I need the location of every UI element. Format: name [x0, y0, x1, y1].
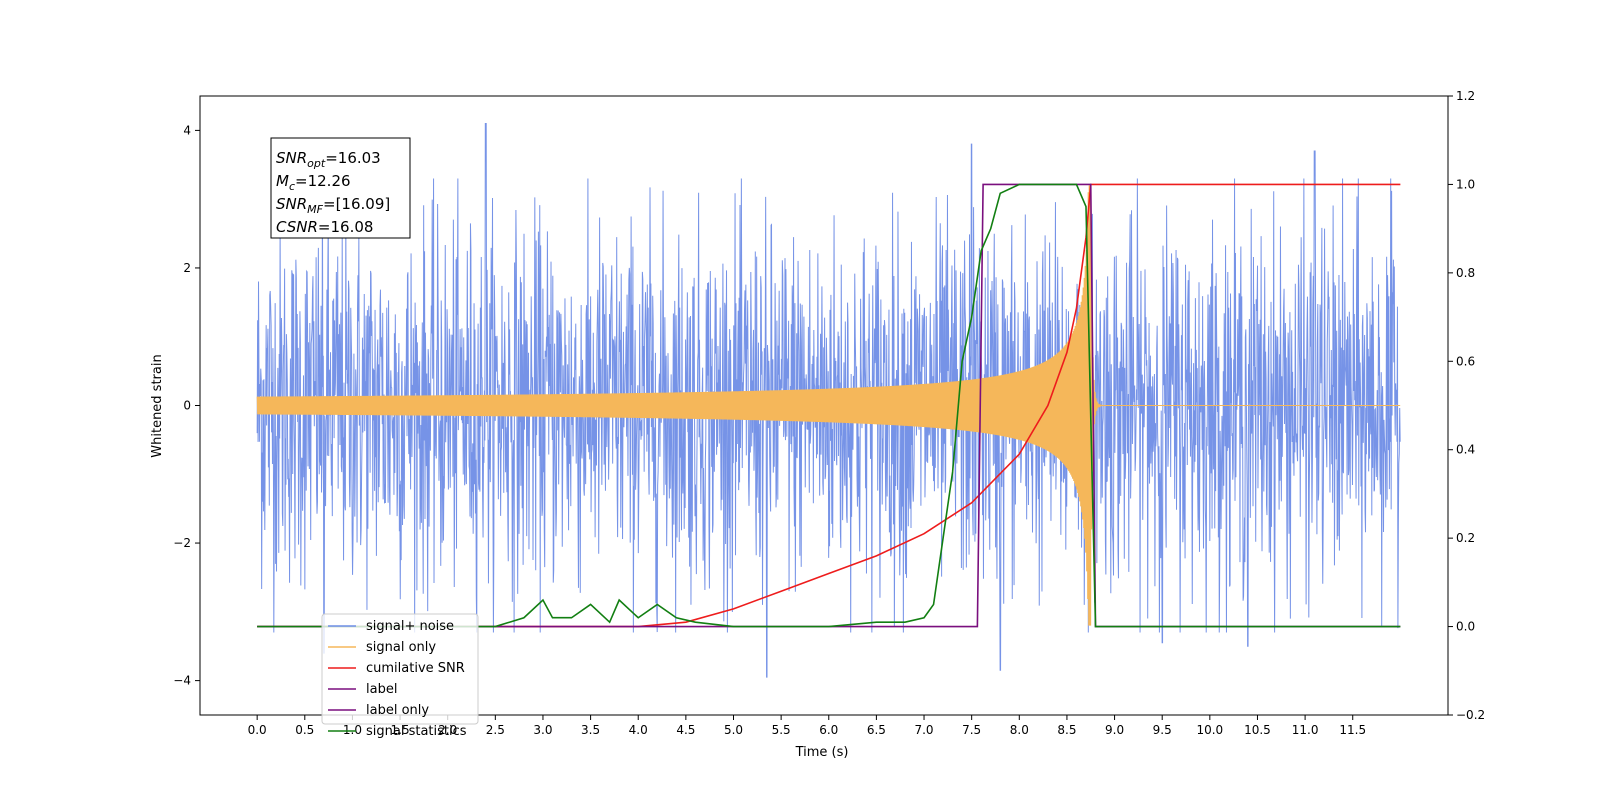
x-tick-label: 11.0	[1292, 723, 1319, 737]
x-tick-label: 1.0	[343, 723, 362, 737]
y2-tick-label: 0.4	[1456, 443, 1475, 457]
y-tick-label: 0	[183, 399, 191, 413]
x-tick-label: 10.0	[1196, 723, 1223, 737]
x-tick-label: 9.0	[1105, 723, 1124, 737]
x-tick-label: 8.5	[1057, 723, 1076, 737]
y-tick-label: 2	[183, 261, 191, 275]
y2-tick-label: −0.2	[1456, 708, 1485, 722]
y-axis-label: Whitened strain	[150, 354, 165, 457]
legend-entry: signal+ noise	[366, 619, 454, 634]
y2-tick-label: 0.0	[1456, 620, 1475, 634]
legend: signal+ noise signal only cumilative SNR la…	[321, 613, 479, 739]
y2-tick-label: 1.2	[1456, 89, 1475, 103]
x-tick-label: 3.0	[533, 723, 552, 737]
plot-area	[256, 123, 1401, 678]
y2-tick-label: 0.6	[1456, 354, 1475, 368]
annotation-line: SNRMF=[16.09]	[276, 195, 390, 216]
x-tick-label: 2.0	[438, 723, 457, 737]
y-tick-label: −2	[173, 536, 191, 550]
annotation-frame	[270, 137, 411, 239]
x-tick-label: 7.5	[962, 723, 981, 737]
x-axis: 0.0 0.5 1.0 1.5 2.0 2.5 3.0 3.5 4.0 4.5 5.0 5.5 6.0 6…	[248, 715, 1366, 737]
y2-tick-label: 0.8	[1456, 266, 1475, 280]
x-tick-label: 6.0	[819, 723, 838, 737]
legend-entry: cumilative SNR	[366, 661, 465, 676]
legend-frame	[321, 613, 479, 725]
annotation-line: CSNR=16.08	[276, 218, 373, 236]
x-tick-label: 10.5	[1244, 723, 1271, 737]
x-tick-label: 7.0	[914, 723, 933, 737]
legend-entry: signal statistics	[366, 724, 467, 739]
y-axis-left: −4 −2 0 2 4	[173, 123, 200, 688]
legend-entry: label only	[366, 703, 429, 718]
x-tick-label: 0.0	[248, 723, 267, 737]
x-tick-label: 2.5	[486, 723, 505, 737]
x-tick-label: 9.5	[1153, 723, 1172, 737]
annotation-line: SNRopt=16.03	[276, 149, 381, 170]
x-tick-label: 5.0	[724, 723, 743, 737]
x-tick-label: 0.5	[295, 723, 314, 737]
series-signal-noise	[256, 123, 1401, 678]
series-signal-only	[256, 185, 1401, 626]
x-axis-label: Time (s)	[795, 745, 849, 760]
x-tick-label: 8.0	[1010, 723, 1029, 737]
x-tick-label: 4.5	[676, 723, 695, 737]
y-tick-label: 4	[183, 123, 191, 137]
annotation-line: Mc=12.26	[276, 172, 351, 193]
y-axis-right: −0.2 0.0 0.2 0.4 0.6 0.8 1.0 1.2	[1448, 89, 1485, 722]
x-tick-label: 3.5	[581, 723, 600, 737]
x-tick-label: 1.5	[391, 723, 410, 737]
series-signal-statistics	[257, 183, 1401, 628]
series-cumulative-snr	[257, 183, 1401, 628]
x-tick-label: 11.5	[1339, 723, 1366, 737]
x-tick-label: 5.5	[772, 723, 791, 737]
legend-entry: signal only	[366, 640, 436, 655]
x-tick-label: 4.0	[629, 723, 648, 737]
y2-tick-label: 0.2	[1456, 531, 1475, 545]
x-tick-label: 6.5	[867, 723, 886, 737]
y2-tick-label: 1.0	[1456, 177, 1475, 191]
y-tick-label: −4	[173, 674, 191, 688]
legend-entry: label	[366, 682, 397, 697]
